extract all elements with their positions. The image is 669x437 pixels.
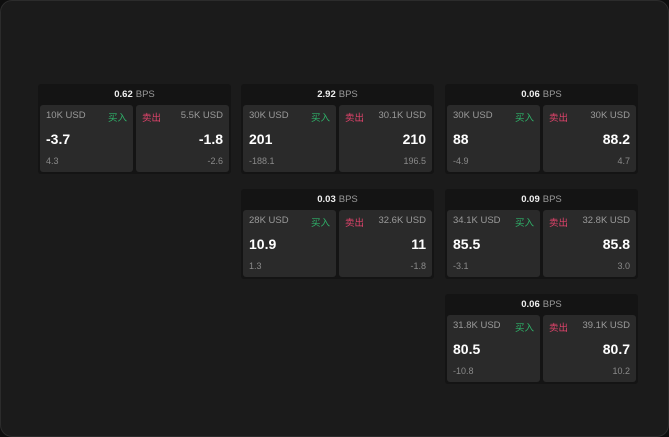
bid-size: 10K USD bbox=[46, 110, 86, 121]
sell-tile[interactable]: 卖出 32.8K USD 85.8 3.0 bbox=[543, 210, 636, 277]
bid-size: 30K USD bbox=[249, 110, 289, 121]
bid-change: 4.3 bbox=[46, 156, 59, 166]
quote-card: 0.03 BPS 28K USD 买入 10.9 1.3 卖出 32.6K USD 1… bbox=[241, 189, 434, 279]
ask-change: 4.7 bbox=[617, 156, 630, 166]
buy-label: 买入 bbox=[107, 113, 127, 124]
bid-change: -188.1 bbox=[249, 156, 275, 166]
spread-header: 0.09 BPS bbox=[445, 189, 638, 210]
quote-card: 2.92 BPS 30K USD 买入 201 -188.1 卖出 30.1K USD… bbox=[241, 84, 434, 174]
ask-price: -1.8 bbox=[198, 131, 223, 147]
quote-card: 0.06 BPS 31.8K USD 买入 80.5 -10.8 卖出 39.1K U… bbox=[445, 294, 638, 384]
ask-size: 39.1K USD bbox=[582, 320, 630, 331]
bid-size: 28K USD bbox=[249, 215, 289, 226]
ask-size: 30.1K USD bbox=[378, 110, 426, 121]
buy-label: 买入 bbox=[514, 218, 534, 229]
spread-value: 2.92 bbox=[317, 89, 336, 100]
bid-change: 1.3 bbox=[249, 261, 262, 271]
spread-header: 0.62 BPS bbox=[38, 84, 231, 105]
bid-change: -3.1 bbox=[453, 261, 469, 271]
bid-size: 31.8K USD bbox=[453, 320, 501, 331]
spread-unit: BPS bbox=[542, 89, 562, 100]
ask-change: -2.6 bbox=[207, 156, 223, 166]
sell-tile[interactable]: 卖出 30K USD 88.2 4.7 bbox=[543, 105, 636, 172]
buy-tile[interactable]: 34.1K USD 买入 85.5 -3.1 bbox=[447, 210, 540, 277]
ask-price: 88.2 bbox=[602, 131, 630, 147]
buy-tile[interactable]: 10K USD 买入 -3.7 4.3 bbox=[40, 105, 133, 172]
sell-label: 卖出 bbox=[345, 113, 365, 124]
spread-unit: BPS bbox=[338, 89, 358, 100]
ask-change: 3.0 bbox=[617, 261, 630, 271]
sell-label: 卖出 bbox=[549, 113, 569, 124]
spread-value: 0.09 bbox=[521, 194, 540, 205]
sell-label: 卖出 bbox=[142, 113, 162, 124]
spread-value: 0.06 bbox=[521, 299, 540, 310]
buy-label: 买入 bbox=[514, 113, 534, 124]
quote-card: 0.06 BPS 30K USD 买入 88 -4.9 卖出 30K USD 88.2… bbox=[445, 84, 638, 174]
sell-label: 卖出 bbox=[549, 323, 569, 334]
spread-unit: BPS bbox=[338, 194, 358, 205]
bid-size: 30K USD bbox=[453, 110, 493, 121]
buy-label: 买入 bbox=[310, 113, 330, 124]
bid-price: 80.5 bbox=[453, 341, 481, 357]
buy-label: 买入 bbox=[310, 218, 330, 229]
spread-value: 0.06 bbox=[521, 89, 540, 100]
spread-unit: BPS bbox=[135, 89, 155, 100]
ask-change: 10.2 bbox=[612, 366, 630, 376]
buy-label: 买入 bbox=[514, 323, 534, 334]
bid-price: 201 bbox=[249, 131, 273, 147]
sell-label: 卖出 bbox=[549, 218, 569, 229]
sell-tile[interactable]: 卖出 39.1K USD 80.7 10.2 bbox=[543, 315, 636, 382]
sell-tile[interactable]: 卖出 30.1K USD 210 196.5 bbox=[339, 105, 432, 172]
spread-header: 0.06 BPS bbox=[445, 294, 638, 315]
sell-tile[interactable]: 卖出 32.6K USD 11 -1.8 bbox=[339, 210, 432, 277]
ask-price: 11 bbox=[411, 236, 426, 252]
ask-price: 210 bbox=[402, 131, 426, 147]
quote-card: 0.09 BPS 34.1K USD 买入 85.5 -3.1 卖出 32.8K US… bbox=[445, 189, 638, 279]
bid-size: 34.1K USD bbox=[453, 215, 501, 226]
ask-change: 196.5 bbox=[403, 156, 426, 166]
quote-card: 0.62 BPS 10K USD 买入 -3.7 4.3 卖出 5.5K USD -1… bbox=[38, 84, 231, 174]
bid-price: 88 bbox=[453, 131, 469, 147]
spread-header: 0.03 BPS bbox=[241, 189, 434, 210]
ask-size: 30K USD bbox=[590, 110, 630, 121]
ask-size: 5.5K USD bbox=[180, 110, 223, 121]
spread-unit: BPS bbox=[542, 194, 562, 205]
ask-change: -1.8 bbox=[410, 261, 426, 271]
spread-header: 2.92 BPS bbox=[241, 84, 434, 105]
ask-size: 32.8K USD bbox=[582, 215, 630, 226]
ask-price: 80.7 bbox=[602, 341, 630, 357]
bid-change: -10.8 bbox=[453, 366, 474, 376]
buy-tile[interactable]: 30K USD 买入 88 -4.9 bbox=[447, 105, 540, 172]
bid-change: -4.9 bbox=[453, 156, 469, 166]
sell-tile[interactable]: 卖出 5.5K USD -1.8 -2.6 bbox=[136, 105, 229, 172]
bid-price: 85.5 bbox=[453, 236, 481, 252]
buy-tile[interactable]: 31.8K USD 买入 80.5 -10.8 bbox=[447, 315, 540, 382]
buy-tile[interactable]: 30K USD 买入 201 -188.1 bbox=[243, 105, 336, 172]
bid-price: 10.9 bbox=[249, 236, 277, 252]
buy-tile[interactable]: 28K USD 买入 10.9 1.3 bbox=[243, 210, 336, 277]
sell-label: 卖出 bbox=[345, 218, 365, 229]
spread-header: 0.06 BPS bbox=[445, 84, 638, 105]
spread-value: 0.62 bbox=[114, 89, 133, 100]
ask-price: 85.8 bbox=[602, 236, 630, 252]
spread-unit: BPS bbox=[542, 299, 562, 310]
bid-price: -3.7 bbox=[46, 131, 71, 147]
spread-value: 0.03 bbox=[317, 194, 336, 205]
ask-size: 32.6K USD bbox=[378, 215, 426, 226]
